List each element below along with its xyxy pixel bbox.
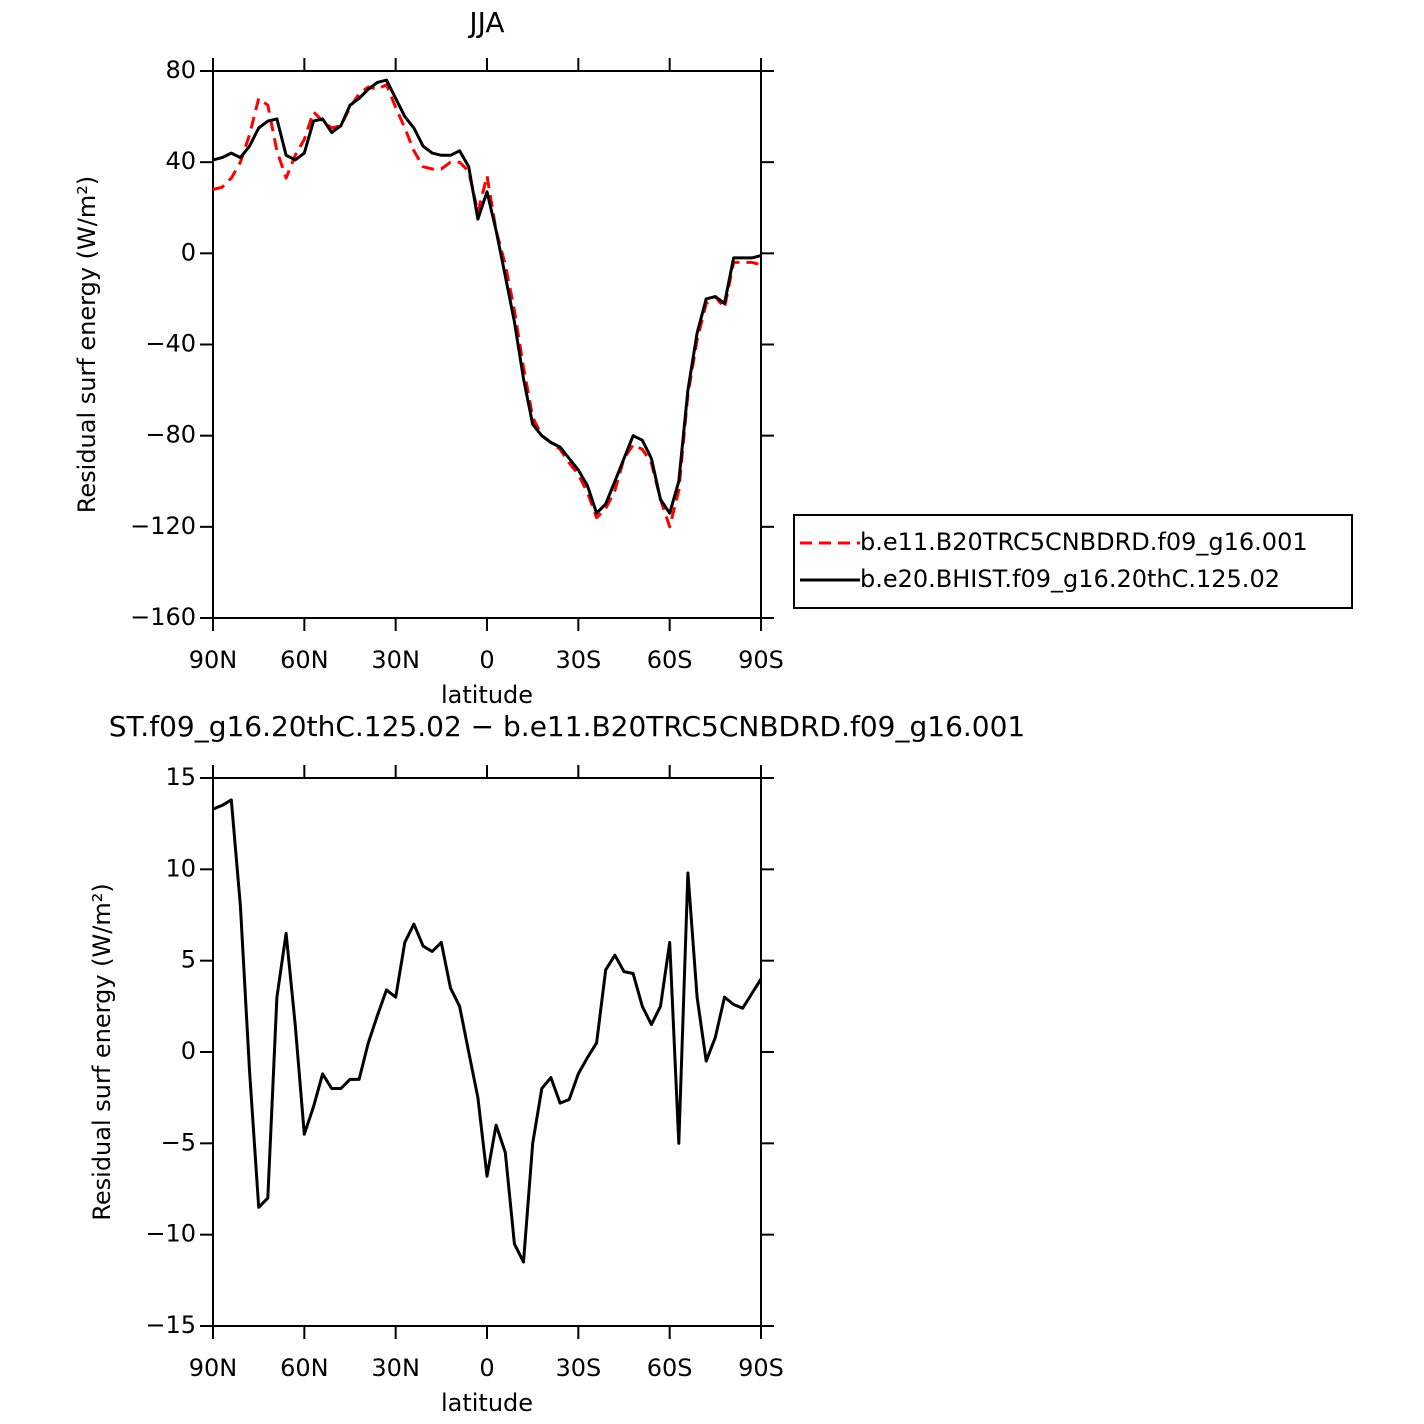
x-tick-label: 60S: [647, 646, 693, 674]
chart-title: JJA: [467, 6, 504, 39]
legend-label: b.e20.BHIST.f09_g16.20thC.125.02: [860, 565, 1280, 593]
y-tick-label: −40: [145, 330, 196, 358]
x-tick-label: 90N: [189, 1354, 238, 1382]
x-tick-label: 30N: [371, 1354, 420, 1382]
y-axis-label: Residual surf energy (W/m²): [88, 883, 116, 1220]
x-tick-label: 90S: [738, 1354, 784, 1382]
plot-frame: [212, 777, 762, 1327]
x-tick-label: 30S: [555, 646, 601, 674]
y-tick-label: −120: [130, 512, 196, 540]
data-line: [212, 78, 762, 515]
x-tick-label: 0: [479, 646, 494, 674]
x-tick-label: 90S: [738, 646, 784, 674]
x-axis-label: latitude: [441, 681, 533, 709]
legend-box: [793, 514, 1353, 609]
y-tick-label: −15: [145, 1311, 196, 1339]
x-tick-label: 60N: [280, 1354, 329, 1382]
x-axis-label: latitude: [441, 1389, 533, 1417]
x-tick-label: 0: [479, 1354, 494, 1382]
y-tick-label: 10: [165, 854, 196, 882]
x-tick-label: 90N: [189, 646, 238, 674]
y-tick-label: 0: [181, 1037, 196, 1065]
data-line: [212, 798, 763, 1264]
y-tick-label: 40: [165, 147, 196, 175]
y-tick-label: −80: [145, 421, 196, 449]
y-tick-label: −5: [161, 1128, 196, 1156]
chart-title: ST.f09_g16.20thC.125.02 − b.e11.B20TRC5C…: [109, 710, 1026, 743]
legend-label: b.e11.B20TRC5CNBDRD.f09_g16.001: [860, 528, 1308, 556]
y-tick-label: 15: [165, 763, 196, 791]
x-tick-label: 60S: [647, 1354, 693, 1382]
y-tick-label: 5: [181, 946, 196, 974]
y-tick-label: 0: [181, 238, 196, 266]
y-tick-label: −10: [145, 1220, 196, 1248]
x-tick-label: 30N: [371, 646, 420, 674]
x-tick-label: 30S: [555, 1354, 601, 1382]
y-tick-label: 80: [165, 56, 196, 84]
data-line: [212, 83, 762, 529]
y-axis-label: Residual surf energy (W/m²): [73, 176, 101, 513]
y-tick-label: −160: [130, 603, 196, 631]
x-tick-label: 60N: [280, 646, 329, 674]
